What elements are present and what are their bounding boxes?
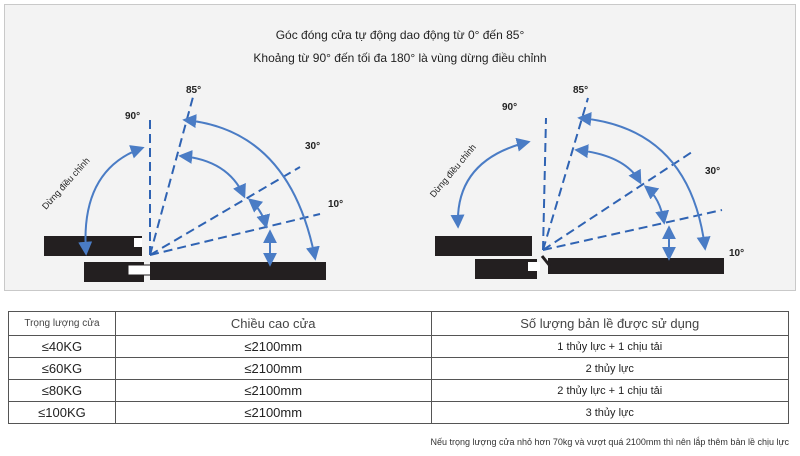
right-cabinet-panel: [435, 236, 532, 256]
left-door-panel: [150, 262, 326, 280]
table-header-row: Trọng lượng cửa Chiều cao cửa Số lượng b…: [8, 311, 789, 336]
cell-height: ≤2100mm: [114, 379, 432, 402]
left-cabinet-panel: [44, 236, 142, 256]
right-stop-zone-arrow: [450, 137, 531, 229]
left-label-30: 30°: [305, 141, 320, 152]
right-line-10: [542, 209, 723, 251]
cell-weight: ≤40KG: [8, 335, 116, 358]
right-door-panel: [548, 258, 724, 274]
cell-hinges: 1 thủy lực + 1 chịu tải: [430, 335, 789, 358]
cell-height: ≤2100mm: [114, 357, 432, 380]
left-hinge-cup: [134, 238, 142, 247]
left-label-90: 90°: [125, 111, 140, 122]
left-stop-zone-label: Dừng điều chỉnh: [40, 156, 92, 212]
right-hinge-plate: [528, 262, 540, 271]
cell-height: ≤2100mm: [114, 335, 432, 358]
table-row: ≤80KG ≤2100mm 2 thủy lực + 1 chịu tải: [8, 379, 789, 402]
title-line-1: Góc đóng cửa tự động dao động từ 0° đến …: [275, 28, 525, 42]
table-row: ≤100KG ≤2100mm 3 thủy lực: [8, 401, 789, 424]
cell-weight: ≤100KG: [8, 401, 116, 424]
cell-weight: ≤80KG: [8, 379, 116, 402]
left-arrow-30: [178, 149, 246, 199]
cell-hinges: 2 thủy lực + 1 chịu tải: [430, 379, 789, 402]
cell-hinges: 3 thủy lực: [430, 401, 789, 424]
right-hinge-diagram: 90° 85° 30° 10° Dừng điều chỉnh: [428, 85, 744, 279]
header-hinge-count: Số lượng bản lề được sử dụng: [430, 311, 789, 336]
left-label-10: 10°: [328, 199, 343, 210]
left-arrow-10: [247, 198, 271, 229]
hinge-spec-table: Trọng lượng cửa Chiều cao cửa Số lượng b…: [8, 311, 789, 424]
right-line-85: [542, 97, 589, 251]
right-label-10: 10°: [729, 248, 744, 259]
right-line-90: [542, 117, 547, 251]
header-door-weight: Trọng lượng cửa: [8, 311, 116, 336]
right-frame-panel: [475, 259, 537, 279]
hinge-angle-diagrams: 90° 85° 30° 10° Dừng điều chỉnh 90° 85° …: [40, 85, 744, 282]
left-stop-zone-arrow: [78, 145, 145, 256]
footnote: Nếu trọng lượng cửa nhỏ hơn 70kg và vượt…: [430, 437, 789, 447]
left-hinge-diagram: 90° 85° 30° 10° Dừng điều chỉnh: [40, 85, 343, 282]
header-door-height: Chiều cao cửa: [114, 311, 432, 336]
table-row: ≤60KG ≤2100mm 2 thủy lực: [8, 357, 789, 380]
left-arrow-85: [182, 114, 320, 261]
right-arrow-10: [643, 185, 670, 225]
right-label-85: 85°: [573, 85, 588, 96]
right-line-30: [542, 149, 696, 251]
right-arrow-30: [574, 144, 642, 185]
cell-weight: ≤60KG: [8, 357, 116, 380]
cell-hinges: 2 thủy lực: [430, 357, 789, 380]
right-arrow-85: [577, 112, 711, 251]
left-label-85: 85°: [186, 85, 201, 96]
right-label-30: 30°: [705, 166, 720, 177]
right-label-90: 90°: [502, 102, 517, 113]
right-hinge-arm: [540, 255, 552, 267]
left-line-10: [149, 213, 321, 256]
cell-height: ≤2100mm: [114, 401, 432, 424]
title-line-2: Khoảng từ 90° đến tối đa 180° là vùng dừ…: [253, 51, 547, 65]
table-row: ≤40KG ≤2100mm 1 thủy lực + 1 chịu tải: [8, 335, 789, 358]
left-line-30: [149, 166, 301, 256]
right-stop-zone-label: Dừng điều chỉnh: [428, 142, 478, 199]
